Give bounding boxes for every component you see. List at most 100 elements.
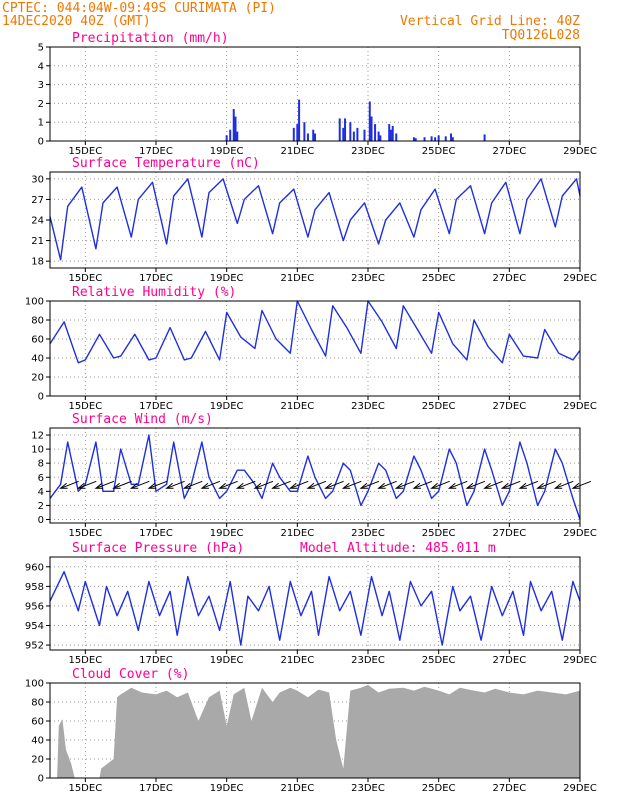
precip-bar xyxy=(312,129,315,141)
header-location: CPTEC: 044:04W-09:49S CURIMATA (PI) xyxy=(2,1,276,16)
precip-bar xyxy=(236,131,239,141)
header-date: 14DEC2020 40Z (GMT) xyxy=(2,14,151,29)
y-tick-label: 4 xyxy=(38,487,44,498)
panel-title-cloud: Cloud Cover (%) xyxy=(72,667,189,682)
y-tick-label: 5 xyxy=(38,43,44,54)
wind-arrowhead xyxy=(430,482,439,489)
y-tick-label: 20 xyxy=(31,755,44,766)
wind-arrowhead xyxy=(59,482,68,489)
wind-arrow xyxy=(449,480,468,489)
wind-arrow xyxy=(184,480,203,489)
x-tick-label: 15DEC xyxy=(68,273,102,284)
panel-title-temperature: Surface Temperature (nC) xyxy=(72,156,260,171)
wind-arrowhead xyxy=(306,482,315,489)
x-tick-label: 15DEC xyxy=(68,783,102,794)
x-tick-label: 23DEC xyxy=(351,146,385,157)
x-tick-label: 21DEC xyxy=(280,273,314,284)
precip-bar xyxy=(306,133,309,141)
precip-bar xyxy=(423,137,426,141)
wind-arrowhead xyxy=(536,482,545,489)
wind-arrowhead xyxy=(447,482,457,489)
precip-bar xyxy=(225,135,228,141)
y-tick-label: 1 xyxy=(38,118,44,129)
y-tick-label: 2 xyxy=(38,501,44,512)
wind-arrowhead xyxy=(518,482,527,489)
x-tick-label: 17DEC xyxy=(139,273,173,284)
precip-bar xyxy=(229,129,232,141)
y-tick-label: 0 xyxy=(38,515,44,526)
y-tick-label: 18 xyxy=(31,257,44,268)
wind-arrowhead xyxy=(465,482,474,489)
wind-arrow xyxy=(131,480,150,489)
panel-title-wind: Surface Wind (m/s) xyxy=(72,412,213,427)
x-tick-label: 17DEC xyxy=(139,528,173,539)
x-tick-label: 27DEC xyxy=(492,655,526,666)
x-tick-label: 29DEC xyxy=(563,273,597,284)
x-tick-label: 29DEC xyxy=(563,528,597,539)
wind-arrowhead xyxy=(359,482,368,489)
y-tick-label: 952 xyxy=(25,641,44,652)
panel-frame-cloud xyxy=(49,682,581,779)
wind-arrow xyxy=(148,480,168,489)
wind-arrow xyxy=(325,480,344,489)
panel-title-pressure: Surface Pressure (hPa) xyxy=(72,541,244,556)
x-tick-label: 19DEC xyxy=(210,655,244,666)
x-tick-label: 27DEC xyxy=(492,528,526,539)
x-tick-label: 15DEC xyxy=(68,401,102,412)
wind-arrow xyxy=(572,480,592,489)
wind-arrowhead xyxy=(165,482,174,489)
wind-arrow xyxy=(413,480,433,489)
precip-bar xyxy=(314,133,316,141)
wind-arrowhead xyxy=(147,482,156,489)
precip-bar xyxy=(434,137,437,141)
wind-arrow xyxy=(254,480,274,489)
panel-title-humidity: Relative Humidity (%) xyxy=(72,285,236,300)
wind-arrowhead xyxy=(182,482,192,489)
panel-frame-precipitation xyxy=(49,46,581,142)
precip-bar xyxy=(349,122,352,141)
wind-arrow xyxy=(219,480,238,489)
y-tick-label: 10 xyxy=(31,445,44,456)
precip-bar xyxy=(338,118,341,141)
x-tick-label: 25DEC xyxy=(422,528,456,539)
precip-bar xyxy=(298,99,301,141)
panel-temperature: Surface Temperature (nC) 18 21 24 27 30 15DEC 1… xyxy=(31,156,597,284)
wind-arrowhead xyxy=(271,482,280,489)
x-tick-label: 27DEC xyxy=(492,146,526,157)
y-tick-label: 100 xyxy=(25,679,44,690)
precip-bar xyxy=(352,131,355,141)
precip-bar xyxy=(451,137,454,141)
precip-bar xyxy=(377,131,380,141)
x-tick-label: 19DEC xyxy=(210,146,244,157)
wind-arrow xyxy=(555,480,574,489)
wind-arrowhead xyxy=(288,482,298,489)
wind-arrowhead xyxy=(129,482,139,489)
wind-arrowhead xyxy=(94,482,103,489)
precip-bar xyxy=(303,122,306,141)
x-tick-label: 29DEC xyxy=(563,783,597,794)
wind-arrowhead xyxy=(483,482,492,489)
wind-arrow xyxy=(466,480,486,489)
series-line-wind xyxy=(49,434,581,520)
wind-arrow xyxy=(396,480,415,489)
x-tick-label: 17DEC xyxy=(139,783,173,794)
wind-arrow xyxy=(378,480,397,489)
y-tick-label: 24 xyxy=(31,216,44,227)
wind-arrowhead xyxy=(218,482,227,489)
wind-arrow xyxy=(95,480,115,489)
x-tick-label: 21DEC xyxy=(280,528,314,539)
y-tick-label: 0 xyxy=(38,774,44,785)
x-tick-label: 17DEC xyxy=(139,401,173,412)
y-tick-label: 27 xyxy=(31,195,44,206)
y-tick-label: 40 xyxy=(31,736,44,747)
wind-arrowhead xyxy=(235,482,245,489)
y-tick-label: 6 xyxy=(38,473,44,484)
x-tick-label: 23DEC xyxy=(351,783,385,794)
precip-bar xyxy=(234,116,237,141)
precip-bar xyxy=(296,124,299,141)
wind-arrow xyxy=(272,480,291,489)
y-tick-label: 2 xyxy=(38,99,44,110)
y-tick-label: 3 xyxy=(38,80,44,91)
x-tick-label: 19DEC xyxy=(210,401,244,412)
